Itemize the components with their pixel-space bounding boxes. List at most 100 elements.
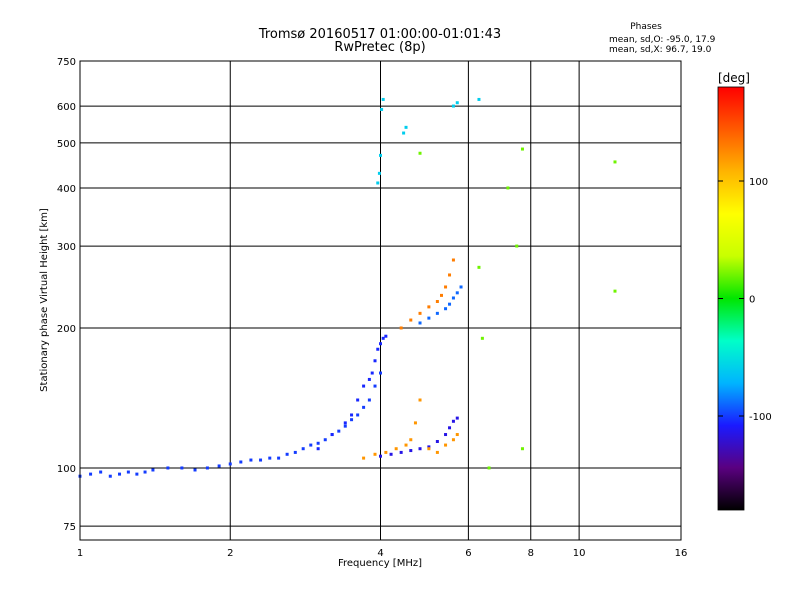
data-point	[427, 447, 431, 451]
data-point	[613, 160, 617, 164]
data-point	[451, 438, 455, 442]
data-point	[381, 336, 385, 340]
data-point	[440, 293, 444, 297]
colorbar-tick-label: 100	[749, 177, 768, 188]
data-point	[399, 450, 403, 454]
x-tick-label: 6	[465, 548, 471, 559]
data-point	[427, 305, 431, 309]
data-point	[435, 299, 439, 303]
data-point	[477, 97, 481, 101]
plot-frame	[79, 60, 682, 541]
data-point	[487, 466, 491, 470]
data-point	[350, 418, 354, 422]
chart-subtitle: RwPretec (8p)	[334, 40, 426, 55]
colorbar-tick-label: 0	[749, 295, 755, 306]
data-point	[99, 470, 103, 474]
y-tick-label: 500	[57, 139, 76, 150]
data-point	[381, 97, 385, 101]
y-tick-label: 300	[57, 242, 76, 253]
phase-x-stats: mean, sd,X: 96.7, 19.0	[609, 45, 712, 55]
data-point	[399, 326, 403, 330]
data-point	[427, 445, 431, 449]
data-point	[285, 452, 289, 456]
data-point	[520, 447, 524, 451]
data-point	[520, 147, 524, 151]
data-point	[435, 439, 439, 443]
data-point	[380, 107, 384, 111]
data-point	[337, 429, 341, 433]
data-point	[373, 452, 377, 456]
data-point	[379, 153, 382, 157]
data-point	[323, 438, 327, 442]
data-point	[455, 416, 459, 420]
data-point	[448, 426, 452, 430]
x-tick-label: 4	[377, 548, 383, 559]
data-point	[350, 413, 354, 417]
data-point	[376, 347, 380, 351]
data-point	[259, 458, 263, 462]
phase-o-stats: mean, sd,O: -95.0, 17.9	[609, 35, 716, 45]
data-point	[394, 447, 398, 451]
x-tick-label: 16	[675, 548, 688, 559]
data-point	[356, 398, 360, 402]
data-point	[356, 413, 360, 417]
data-point	[126, 470, 130, 474]
data-point	[108, 474, 112, 478]
y-tick-label: 400	[57, 184, 76, 195]
x-tick-label: 10	[573, 548, 586, 559]
x-tick-label: 8	[528, 548, 534, 559]
data-point	[384, 450, 388, 454]
data-point	[239, 460, 243, 464]
data-point	[89, 472, 93, 476]
data-point	[367, 377, 371, 381]
data-point	[404, 443, 408, 447]
y-tick-label: 100	[57, 464, 76, 475]
data-point	[135, 472, 139, 476]
data-point	[362, 384, 366, 388]
data-point	[268, 456, 272, 460]
data-point	[402, 131, 406, 135]
x-tick-label: 2	[227, 548, 233, 559]
data-point	[418, 447, 422, 451]
data-point	[444, 443, 448, 447]
data-point	[444, 433, 448, 437]
data-point	[373, 359, 377, 363]
data-point	[373, 384, 377, 388]
data-point	[451, 104, 455, 108]
data-point	[379, 454, 382, 458]
y-tick-label: 600	[57, 102, 76, 113]
data-point	[455, 433, 459, 437]
phases-title: Phases	[630, 22, 662, 32]
data-point	[309, 443, 313, 447]
data-point	[477, 265, 481, 269]
data-point	[409, 438, 413, 442]
data-point	[418, 151, 422, 155]
data-point	[379, 342, 382, 346]
data-point	[343, 424, 347, 428]
x-axis-label: Frequency [MHz]	[338, 558, 422, 569]
data-point	[343, 421, 347, 425]
y-axis-label: Stationary phase Virtual Height [km]	[39, 208, 50, 392]
data-point	[316, 441, 320, 445]
data-point	[384, 334, 388, 338]
data-point	[448, 302, 452, 306]
data-point	[389, 452, 393, 456]
data-point	[459, 285, 463, 289]
data-point	[413, 421, 417, 425]
data-point	[418, 398, 422, 402]
data-point	[444, 307, 448, 311]
data-point	[451, 419, 455, 423]
y-tick-label: 75	[63, 522, 76, 533]
data-point	[362, 456, 366, 460]
data-point	[444, 285, 448, 289]
data-point	[448, 273, 452, 277]
data-point	[409, 449, 413, 453]
data-point	[301, 447, 305, 451]
data-point	[409, 318, 413, 322]
data-point	[316, 447, 320, 451]
data-point	[249, 458, 253, 462]
data-point	[367, 398, 371, 402]
data-point	[370, 371, 374, 375]
data-point	[205, 466, 209, 470]
